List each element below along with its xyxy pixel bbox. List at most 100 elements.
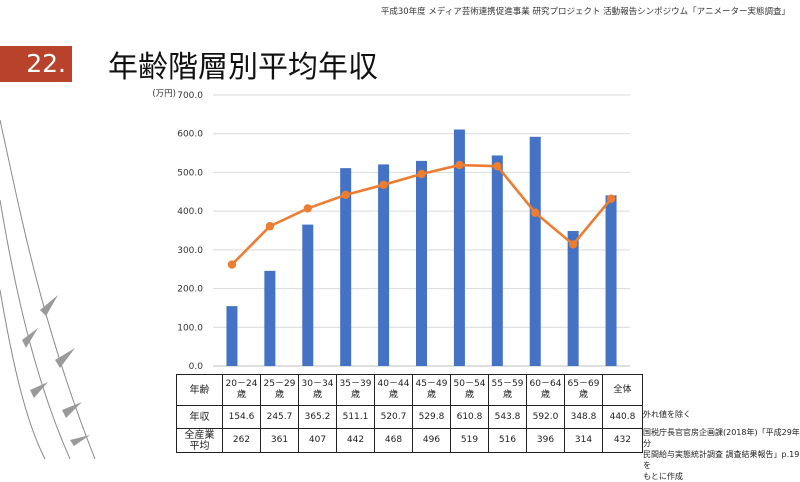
age-range-label: 25－29 [263, 379, 296, 389]
source-line: 国税庁長官官房企画課(2018年)「平成29年分 [643, 428, 800, 448]
bar-annual-income [567, 230, 579, 366]
age-range-label: 50－54 [453, 379, 486, 389]
table-row-header: 全産業 平均 [176, 428, 223, 453]
salary-cell: 592.0 [526, 405, 565, 429]
chart-plot: 0.0 100.0 200.0 300.0 400.0 500.0 600.0 700.0 (… [152, 89, 630, 372]
table-row-salary: 年収 154.6 245.7 365.2 511.1 520.7 529.8 610.8 54… [176, 405, 643, 429]
bar-annual-income [378, 164, 390, 366]
table-row-industry-average: 全産業 平均 262 361 407 442 468 496 519 516 396 314 432 [176, 428, 643, 453]
age-group-cell: 40－44 歳 [374, 374, 413, 406]
age-group-cell: 50－54 歳 [450, 374, 489, 406]
data-table: 年齢 20－24 歳 25－29 歳 30－34 歳 35－39 歳 40－44 歳 45－49 歳 5… [176, 374, 643, 453]
point-industry-average [265, 222, 275, 231]
point-industry-average [303, 204, 312, 213]
age-unit-label: 歳 [502, 390, 512, 400]
age-group-cell: 20－24 歳 [222, 374, 261, 406]
salary-cell: 348.8 [564, 405, 603, 429]
bar-annual-income [302, 224, 314, 366]
header-note: 平成30年度 メディア芸術連携促進事業 研究プロジェクト 活動報告シンポジウム「… [380, 7, 790, 17]
bar-annual-income [453, 129, 465, 366]
age-group-cell: 30－34 歳 [298, 374, 337, 406]
industry-average-cell: 314 [564, 428, 603, 453]
bar-annual-income [416, 160, 427, 366]
table-row-header: 年収 [176, 405, 223, 429]
row-label-part: 全産業 [184, 429, 215, 441]
age-range-label: 55－59 [491, 379, 524, 389]
slide-number: 22. [0, 46, 72, 82]
age-range-label: 60－64 [529, 379, 562, 389]
y-tick-label: 300.0 [177, 246, 203, 256]
point-industry-average [531, 208, 540, 217]
salary-cell: 610.8 [450, 405, 489, 429]
point-industry-average [341, 190, 350, 200]
salary-cell: 543.8 [488, 405, 527, 429]
age-unit-label: 歳 [426, 390, 436, 400]
decorative-branches [0, 119, 96, 459]
table-row-age: 年齢 20－24 歳 25－29 歳 30－34 歳 35－39 歳 40－44 歳 45－49 歳 5… [176, 374, 643, 406]
age-group-cell: 25－29 歳 [260, 374, 299, 406]
age-range-label: 30－34 [301, 379, 334, 389]
industry-average-cell: 468 [374, 428, 413, 453]
salary-cell: 154.6 [222, 405, 261, 429]
salary-cell: 440.8 [602, 405, 643, 429]
age-group-cell: 45－49 歳 [412, 374, 451, 406]
age-group-cell: 全体 [602, 374, 643, 406]
industry-average-cell: 496 [412, 428, 451, 453]
age-range-label: 全体 [613, 384, 632, 395]
y-tick-label: 0.0 [189, 362, 204, 372]
y-tick-label: 500.0 [177, 168, 203, 178]
age-unit-label: 歳 [388, 390, 398, 400]
industry-average-cell: 361 [260, 428, 299, 453]
table-row-header: 年齢 [176, 374, 223, 406]
age-range-label: 20－24 [225, 379, 258, 389]
y-tick-label: 100.0 [177, 323, 203, 333]
point-industry-average [455, 160, 464, 170]
age-unit-label: 歳 [578, 390, 588, 400]
age-range-label: 65－69 [567, 379, 600, 389]
age-group-cell: 65－69 歳 [564, 374, 603, 406]
age-unit-label: 歳 [274, 390, 284, 400]
source-line: 民間給与実態統計調査 調査結果報告」p.19を [643, 450, 800, 470]
y-tick-label: 600.0 [177, 130, 203, 140]
outlier-note: 外れ値を除く [643, 410, 691, 419]
salary-cell: 520.7 [374, 405, 413, 429]
source-note: 国税庁長官官房企画課(2018年)「平成29年分 民間給与実態統計調査 調査結果… [643, 427, 800, 482]
age-group-cell: 35－39 歳 [336, 374, 375, 406]
age-unit-label: 歳 [312, 390, 322, 400]
age-unit-label: 歳 [464, 390, 474, 400]
point-industry-average [379, 180, 388, 190]
industry-average-cell: 432 [602, 428, 643, 453]
y-tick-label: 200.0 [177, 285, 203, 295]
industry-average-cell: 396 [526, 428, 565, 453]
bar-annual-income [529, 136, 541, 366]
point-industry-average [493, 162, 502, 171]
age-range-label: 45－49 [415, 379, 448, 389]
industry-average-cell: 442 [336, 428, 375, 453]
salary-cell: 529.8 [412, 405, 451, 429]
salary-cell: 365.2 [298, 405, 337, 429]
y-tick-label: 400.0 [177, 207, 203, 217]
bar-annual-income [605, 195, 617, 366]
point-industry-average [227, 260, 237, 269]
point-industry-average [417, 169, 426, 179]
age-unit-label: 歳 [540, 390, 550, 400]
age-unit-label: 歳 [350, 390, 360, 400]
y-axis-unit-label: (万円) [152, 89, 176, 99]
salary-cell: 511.1 [336, 405, 375, 429]
point-industry-average [606, 194, 616, 203]
source-line: もとに作成 [643, 472, 683, 481]
bar-annual-income [491, 155, 503, 366]
age-range-label: 40－44 [377, 379, 410, 389]
y-tick-label: 700.0 [177, 91, 203, 101]
industry-average-cell: 262 [222, 428, 261, 453]
age-group-cell: 55－59 歳 [488, 374, 527, 406]
bar-annual-income [264, 270, 276, 366]
point-industry-average [568, 240, 578, 249]
bar-annual-income [340, 168, 352, 366]
row-label-part: 平均 [189, 440, 210, 452]
age-range-label: 35－39 [339, 379, 372, 389]
age-group-cell: 60－64 歳 [526, 374, 565, 406]
industry-average-cell: 407 [298, 428, 337, 453]
slide-title: 年齢階層別平均年収 [108, 50, 378, 85]
bar-annual-income [226, 306, 238, 366]
